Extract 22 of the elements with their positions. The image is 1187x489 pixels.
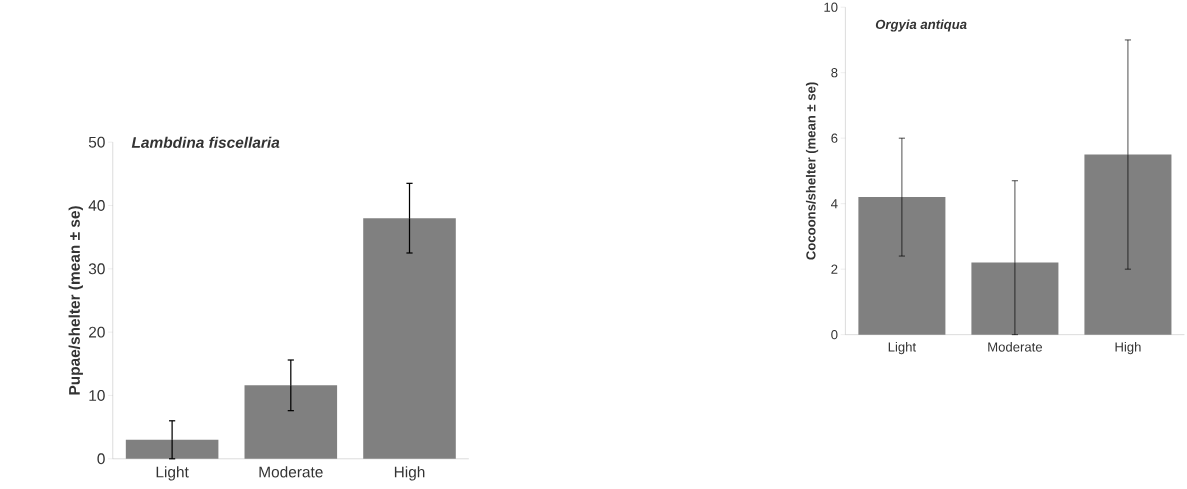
y-tick-label: 4 (831, 199, 838, 209)
y-tick-label: 0 (97, 453, 105, 465)
y-tick-label: 2 (831, 264, 838, 274)
y-tick-label: 30 (88, 263, 105, 275)
y-tick-label: 50 (88, 136, 105, 148)
y-tick-label: 20 (89, 326, 105, 338)
y-tick-label: 10 (824, 2, 838, 13)
chart-title: Lambdina fiscellaria (131, 136, 280, 149)
x-tick-label: Light (888, 342, 916, 355)
x-tick-label: Moderate (259, 466, 323, 478)
x-tick-label: Moderate (988, 342, 1043, 352)
y-axis-title: Cocoons/shelter (mean ± se) (805, 82, 819, 260)
text: Orgyia antiqua (875, 19, 967, 32)
y-tick-label: 6 (831, 133, 838, 144)
y-tick-label: 10 (89, 390, 105, 402)
y-tick-label: 8 (831, 68, 838, 78)
x-tick-label: Light (156, 466, 189, 481)
x-tick-label: High (394, 466, 425, 481)
x-tick-label: High (1115, 342, 1141, 355)
y-tick-label: 0 (831, 330, 838, 340)
y-axis-title: Pupae/shelter (mean ± se) (68, 206, 83, 395)
y-tick-label: 40 (88, 200, 105, 212)
